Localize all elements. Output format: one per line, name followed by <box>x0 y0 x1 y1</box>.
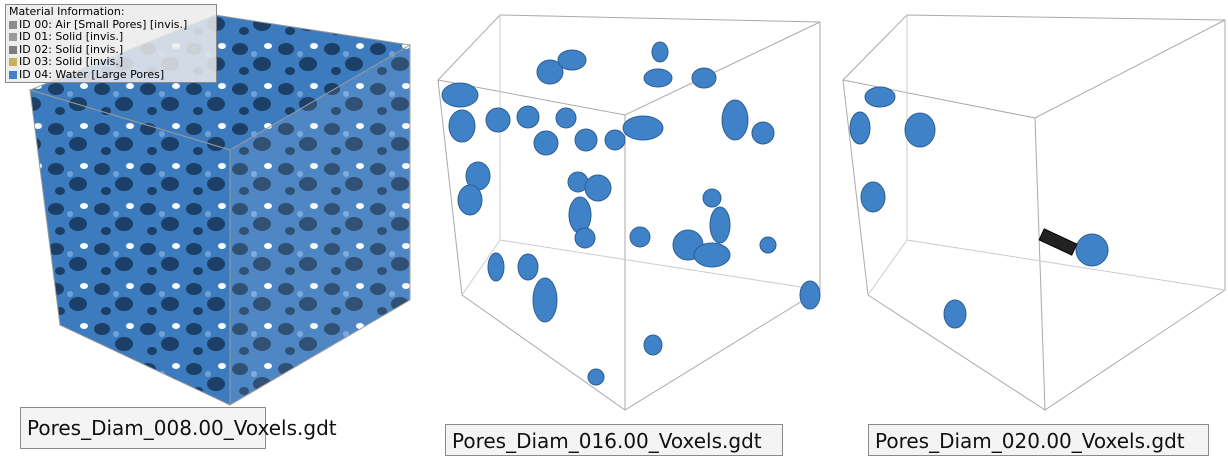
legend-icon <box>9 33 17 41</box>
legend-item: ID 01: Solid [invis.] <box>9 31 213 44</box>
legend-icon <box>9 71 17 79</box>
legend-text: ID 03: Solid [invis.] <box>19 56 123 69</box>
cube-wireframe <box>438 15 820 410</box>
screenshot: Material Information:ID 00: Air [Small P… <box>0 0 1228 457</box>
legend-text: ID 01: Solid [invis.] <box>19 31 123 44</box>
pores <box>850 87 1108 328</box>
legend-icon <box>9 58 17 66</box>
legend: Material Information:ID 00: Air [Small P… <box>5 4 217 83</box>
legend-item: ID 04: Water [Large Pores] <box>9 69 213 82</box>
legend-icon <box>9 46 17 54</box>
file-label: Pores_Diam_020.00_Voxels.gdt <box>868 424 1209 456</box>
file-label: Pores_Diam_016.00_Voxels.gdt <box>445 424 783 456</box>
legend-text: ID 04: Water [Large Pores] <box>19 69 164 82</box>
file-label: Pores_Diam_008.00_Voxels.gdt <box>20 407 266 449</box>
cube-wireframe <box>843 15 1225 410</box>
legend-item: ID 03: Solid [invis.] <box>9 56 213 69</box>
legend-title: Material Information: <box>9 6 213 19</box>
pores <box>442 42 820 385</box>
legend-icon <box>9 21 17 29</box>
